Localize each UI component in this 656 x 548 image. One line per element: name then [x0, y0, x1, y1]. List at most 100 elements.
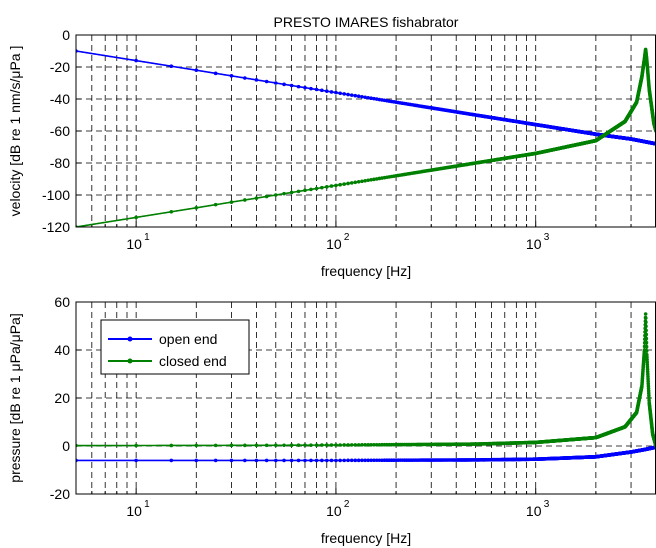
- pressure-series-open-end-point: [356, 458, 361, 463]
- pressure-series-open-end-point: [254, 458, 259, 463]
- velocity-series-open-point: [342, 92, 347, 96]
- pressure-series-closed-end-point: [303, 443, 307, 447]
- pressure-series-open-end-point: [324, 458, 329, 463]
- velocity-series-open-point: [282, 82, 286, 87]
- velocity-y-label: velocity [dB re 1 nm/s/μPa ]: [7, 46, 23, 217]
- velocity-series-open-point: [213, 71, 218, 76]
- velocity-series-open-point: [356, 94, 361, 99]
- pressure-x-tick-exponent: 2: [344, 499, 350, 510]
- pressure-series-open-end-point: [289, 458, 294, 463]
- velocity-series-closed-point: [243, 198, 247, 202]
- velocity-y-tick-label: -80: [50, 155, 70, 171]
- pressure-series-open-end-point: [243, 458, 247, 463]
- velocity-y-tick-label: -100: [42, 187, 70, 203]
- legend: open end closed end: [100, 319, 250, 375]
- velocity-series-open-point: [334, 90, 338, 95]
- pressure-series-open-end-point: [273, 458, 278, 463]
- velocity-series-open-point: [264, 79, 269, 84]
- velocity-series-closed-point: [360, 179, 364, 184]
- velocity-series-open-point: [303, 85, 307, 90]
- pressure-series-open-end-point: [309, 458, 313, 463]
- pressure-series-open-end-point: [360, 458, 364, 463]
- pressure-series-closed-end-point: [324, 443, 329, 447]
- pressure-series-closed-end-point: [374, 442, 379, 447]
- velocity-x-tick-exponent: 3: [544, 232, 550, 243]
- pressure-series-open-end-point: [296, 458, 301, 463]
- velocity-series-open-point: [369, 96, 373, 101]
- pressure-series-open-end-point: [346, 458, 350, 463]
- pressure-series-open-end-point: [380, 458, 384, 463]
- velocity-series-closed-point: [273, 193, 278, 197]
- velocity-series-closed-point: [254, 196, 259, 200]
- velocity-series-closed-point: [363, 178, 367, 183]
- pressure-x-label: frequency [Hz]: [321, 530, 411, 546]
- velocity-y-tick-label: -120: [42, 219, 70, 235]
- velocity-series-closed-point: [349, 181, 354, 185]
- velocity-series-closed-point: [342, 182, 347, 186]
- velocity-series-open-point: [229, 74, 234, 78]
- pressure-series-open-end-point: [329, 458, 334, 463]
- pressure-series-open-end-point: [342, 458, 347, 463]
- velocity-y-tick-label: -20: [50, 59, 70, 75]
- velocity-y-tick-label: -60: [50, 123, 70, 139]
- velocity-series-open-point: [254, 78, 259, 82]
- pressure-series-closed-end-point: [213, 443, 218, 448]
- pressure-series-closed-end-point: [363, 443, 367, 447]
- velocity-x-tick-label: 10: [526, 236, 542, 252]
- pressure-series-open-end-point: [377, 458, 382, 463]
- velocity-series-closed-point: [329, 184, 334, 188]
- pressure-y-label: pressure [dB re 1 μPa/μPa]: [7, 313, 23, 482]
- pressure-y-tick-label: 40: [54, 342, 70, 358]
- pressure-series-closed-end-point: [264, 443, 269, 448]
- pressure-x-tick-label: 10: [526, 503, 542, 519]
- pressure-series-open-end-point: [372, 458, 376, 463]
- pressure-series-closed-end-point: [644, 328, 648, 333]
- velocity-x-label: frequency [Hz]: [321, 263, 411, 279]
- velocity-series-open: [76, 49, 656, 146]
- pressure-series-closed-end-point: [314, 443, 319, 447]
- pressure-series-closed-end-point: [169, 443, 174, 448]
- velocity-series-open-point: [353, 93, 358, 98]
- pressure-series-closed-end-point: [643, 312, 648, 316]
- velocity-series-open-point: [289, 83, 294, 88]
- velocity-series-closed-point: [169, 209, 174, 214]
- pressure-series-closed-end-point: [254, 443, 259, 448]
- pressure-series-closed-end-point: [338, 443, 342, 447]
- pressure-series-open-end-point: [374, 458, 379, 463]
- pressure-series-closed-end-point: [643, 316, 648, 320]
- pressure-series-closed-end-point: [229, 443, 234, 448]
- pressure-series-open-end-point: [334, 458, 338, 463]
- pressure-series-closed-end-point: [360, 443, 364, 447]
- pressure-series-closed-end-point: [309, 443, 313, 447]
- pressure-series-open-end-point: [363, 458, 367, 463]
- pressure-x-tick-label: 10: [326, 503, 342, 519]
- velocity-series-open-point: [243, 76, 247, 80]
- pressure-series-closed-end-point: [644, 336, 649, 341]
- velocity-series-open-point: [273, 81, 278, 85]
- velocity-series-open-point: [324, 89, 329, 93]
- pressure-series-open-end-point: [314, 458, 319, 463]
- pressure-series-open-end-point: [303, 458, 307, 463]
- velocity-x-tick-label: 10: [126, 236, 142, 252]
- velocity-series-closed-point: [289, 190, 294, 195]
- velocity-series-closed-point: [320, 185, 324, 190]
- pressure-series-closed-end-point: [346, 443, 350, 447]
- pressure-series-closed-end-point: [644, 348, 649, 353]
- pressure-y-tick-label: 0: [62, 438, 70, 454]
- pressure-series-open-end-point: [264, 458, 269, 463]
- velocity-series-closed-point: [353, 180, 358, 185]
- velocity-series-closed-point: [282, 191, 286, 196]
- pressure-series-open-end-point: [353, 458, 358, 463]
- pressure-x-tick-label: 10: [126, 503, 142, 519]
- velocity-series-closed-point: [374, 177, 379, 181]
- pressure-series-closed-end-point: [320, 443, 324, 447]
- velocity-series-open-point: [169, 64, 174, 69]
- velocity-series-open-point: [349, 93, 354, 97]
- velocity-x-tick-exponent: 1: [144, 232, 150, 243]
- legend-box: [100, 319, 250, 375]
- pressure-series-closed-end-point: [349, 443, 354, 447]
- pressure-series-closed-end-point: [644, 340, 649, 345]
